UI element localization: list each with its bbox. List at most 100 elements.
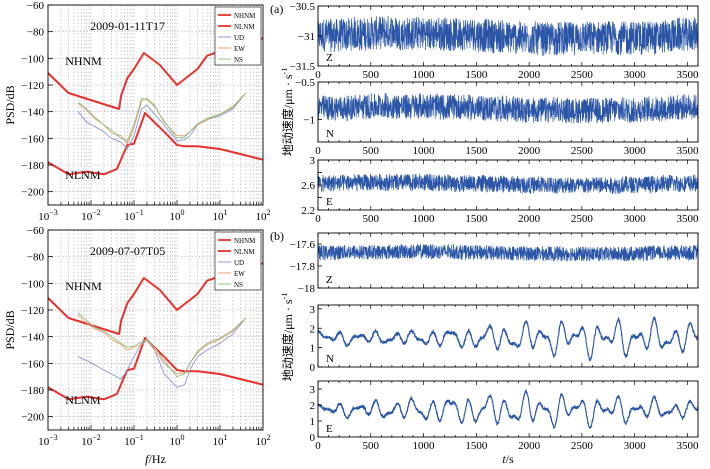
series-ns xyxy=(77,312,247,378)
x-tick-label: 500 xyxy=(363,213,380,225)
panel-label-a: (a) xyxy=(270,2,283,16)
x-tick-base: 10 xyxy=(38,436,50,448)
x-tick-label: 2000 xyxy=(518,145,541,157)
series-nlnm xyxy=(47,112,264,176)
y-tick-label: 2 xyxy=(310,400,316,412)
x-tick-label: 101 xyxy=(213,433,228,448)
x-tick-base: 10 xyxy=(213,211,225,223)
svg-text:地动速度/μm · s-1: 地动速度/μm · s-1 xyxy=(280,68,295,156)
waveform-trace xyxy=(317,243,699,263)
x-tick-exponent: −2 xyxy=(92,433,101,442)
x-tick-label: 10−2 xyxy=(81,208,101,223)
y-tick-label: −18 xyxy=(298,283,316,295)
x-axis-label-unit: /s xyxy=(506,452,514,466)
y-tick-label: −80 xyxy=(27,252,45,264)
component-label: Z xyxy=(326,52,333,64)
annotation-nhnm: NHNM xyxy=(65,54,102,68)
x-tick-exponent: 2 xyxy=(267,433,271,442)
y-tick-label: 3 xyxy=(310,155,316,167)
x-tick-label: 10−1 xyxy=(124,433,144,448)
legend-label-ud: UD xyxy=(234,259,244,267)
x-tick-label: 100 xyxy=(170,433,185,448)
component-label: E xyxy=(326,423,333,435)
x-tick-label: 100 xyxy=(170,208,185,223)
x-tick-label: 0 xyxy=(315,213,321,225)
x-tick-base: 10 xyxy=(38,211,50,223)
y-tick-label: 2.2 xyxy=(301,205,315,217)
x-tick-base: 10 xyxy=(124,211,136,223)
plot-frame xyxy=(317,232,699,289)
x-tick-exponent: −3 xyxy=(49,433,58,442)
x-tick-label: 3500 xyxy=(676,69,699,81)
x-tick-label: 1000 xyxy=(413,145,436,157)
x-axis-label-var: f xyxy=(145,452,150,466)
x-tick-label: 1500 xyxy=(465,440,488,452)
y-tick-label: −180 xyxy=(21,160,44,172)
x-tick-exponent: 1 xyxy=(224,208,228,217)
x-tick-label: 0 xyxy=(315,145,321,157)
waveform-a-e: 0 500 1000 1500 2000 2500 3000 3500 2.2 2.6 3 E xyxy=(301,155,699,225)
x-tick-exponent: −3 xyxy=(49,208,58,217)
legend-box xyxy=(214,231,262,291)
x-tick-base: 10 xyxy=(81,436,93,448)
x-tick-label: 1500 xyxy=(465,213,488,225)
series-ud xyxy=(77,92,247,150)
waveform-b-z: −18 −17.8 −17.6 Z xyxy=(290,232,699,295)
waveform-trace xyxy=(317,93,699,124)
y-tick-label: −30.5 xyxy=(290,1,316,13)
y-tick-label: −160 xyxy=(21,358,44,370)
x-tick-base: 10 xyxy=(170,211,182,223)
x-tick-base: 10 xyxy=(170,436,182,448)
y-tick-label: 1 xyxy=(310,416,316,428)
y-tick-label: −200 xyxy=(21,412,44,424)
series-nhnm xyxy=(47,262,264,335)
y-tick-label: −140 xyxy=(21,332,44,344)
x-tick-label: 2500 xyxy=(571,440,594,452)
plot-frame xyxy=(47,229,264,431)
x-tick-label: 102 xyxy=(256,433,271,448)
x-tick-base: 10 xyxy=(124,436,136,448)
y-tick-label: −0.5 xyxy=(295,77,315,89)
waveform-trace xyxy=(317,15,699,56)
velocity-ylabel-a: 地动速度/μm · s-1 xyxy=(280,68,295,156)
x-tick-base: 10 xyxy=(213,436,225,448)
component-label: N xyxy=(326,128,334,140)
velocity-ylabel-b-sup: -1 xyxy=(280,293,289,300)
x-axis-label-unit: /Hz xyxy=(149,452,166,466)
y-tick-label: 2 xyxy=(310,323,316,335)
x-tick-label: 1500 xyxy=(465,69,488,81)
panel-label-b: (b) xyxy=(270,229,284,243)
x-tick-label: 500 xyxy=(363,145,380,157)
x-tick-label: 500 xyxy=(363,69,380,81)
x-tick-label: 1500 xyxy=(465,145,488,157)
x-tick-label: 1000 xyxy=(413,213,436,225)
y-tick-label: 3 xyxy=(310,304,316,316)
velocity-ylabel-b-text: 地动速度/μm · s xyxy=(280,299,295,381)
x-tick-label: 3000 xyxy=(624,69,647,81)
x-tick-label: 2500 xyxy=(571,213,594,225)
x-tick-label: 3000 xyxy=(624,145,647,157)
x-axis-label: f/Hz xyxy=(145,452,166,466)
x-tick-label: 10−3 xyxy=(38,208,58,223)
x-tick-label: 3000 xyxy=(624,440,647,452)
y-tick-label: −140 xyxy=(21,107,44,119)
component-label: Z xyxy=(326,274,333,286)
x-axis-label: t/s xyxy=(502,452,514,466)
x-tick-label: 10−2 xyxy=(81,433,101,448)
x-tick-label: 2000 xyxy=(518,69,541,81)
y-tick-label: −120 xyxy=(21,80,44,92)
x-tick-label: 0 xyxy=(315,69,321,81)
y-tick-label: −60 xyxy=(27,225,45,237)
annotation-nhnm: NHNM xyxy=(65,279,102,293)
x-tick-exponent: −2 xyxy=(92,208,101,217)
x-tick-exponent: −1 xyxy=(135,433,144,442)
x-tick-label: 500 xyxy=(363,440,380,452)
component-label: N xyxy=(326,353,334,365)
velocity-ylabel-b: 地动速度/μm · s-1 xyxy=(280,293,295,381)
annotation-nlnm: NLNM xyxy=(65,393,101,407)
y-tick-label: −80 xyxy=(27,27,45,39)
chart-title: 2009-07-07T05 xyxy=(90,244,165,258)
y-tick-label: −17.6 xyxy=(290,239,316,251)
legend-label-nlnm: NLNM xyxy=(234,248,255,256)
